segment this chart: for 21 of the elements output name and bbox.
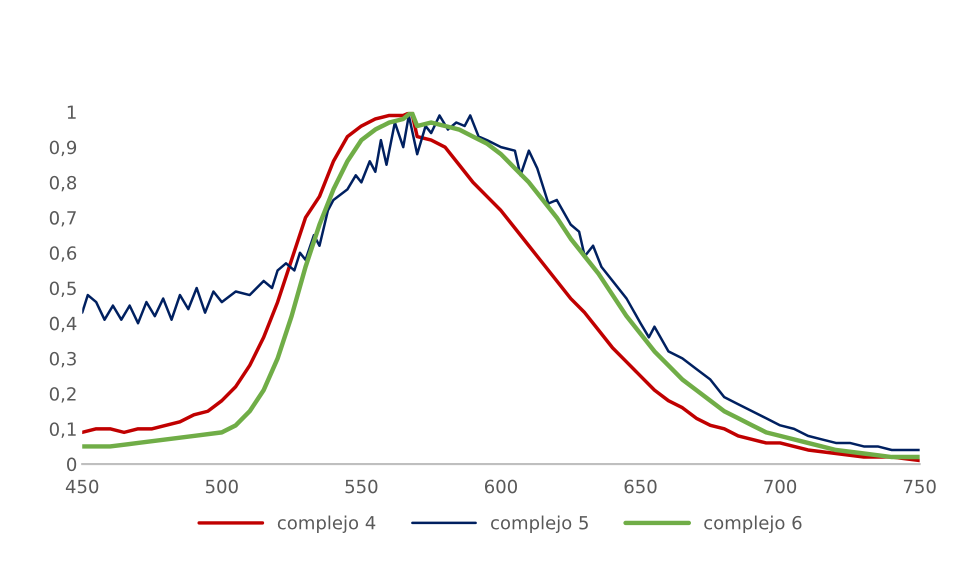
x-tick-label: 700 — [764, 480, 796, 494]
y-tick-label: 1 — [68, 106, 76, 119]
y-tick-label: 0,1 — [50, 422, 76, 438]
x-tick-label: 550 — [346, 480, 378, 494]
x-tick-label: 650 — [624, 480, 657, 494]
y-tick-label: 0 — [67, 458, 76, 472]
y-tick-label: 0,4 — [50, 316, 76, 332]
x-tick-label: 750 — [904, 480, 936, 494]
y-tick-label: 0,3 — [50, 352, 76, 368]
legend-label: complejo 6 — [704, 516, 802, 534]
y-tick-label: 0,9 — [50, 140, 76, 156]
y-tick-label: 0,5 — [50, 281, 76, 297]
legend-label: complejo 4 — [278, 516, 376, 534]
x-tick-label: 450 — [66, 480, 98, 494]
y-tick-label: 0,6 — [50, 246, 76, 262]
legend-label: complejo 5 — [491, 516, 588, 534]
y-tick-label: 0,8 — [50, 176, 76, 192]
x-tick-label: 600 — [484, 480, 517, 494]
y-tick-label: 0,2 — [50, 387, 76, 403]
y-tick-label: 0,7 — [50, 211, 76, 227]
x-tick-label: 500 — [206, 480, 238, 494]
